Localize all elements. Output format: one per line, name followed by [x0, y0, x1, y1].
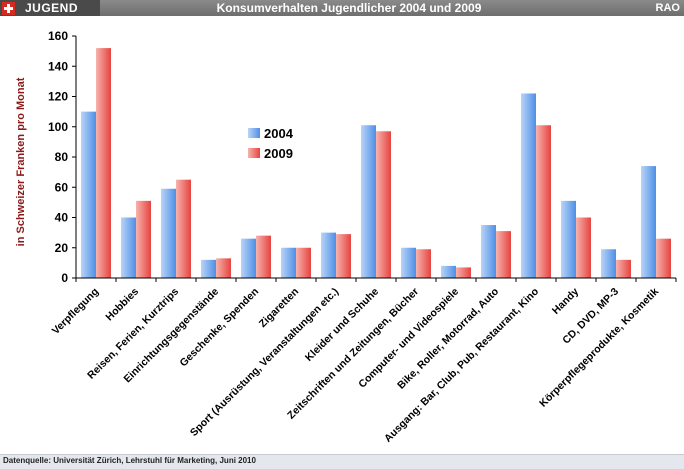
- bar-2009: [616, 259, 631, 278]
- x-tick-label: Handy: [550, 286, 581, 317]
- bar-2009: [496, 231, 511, 278]
- brand-label: JUGEND: [25, 1, 79, 15]
- bar-2009: [656, 238, 671, 278]
- legend-swatch-2009: [248, 148, 260, 158]
- title-block: Konsumverhalten Jugendlicher 2004 und 20…: [100, 0, 598, 16]
- legend-label-2009: 2009: [264, 146, 293, 161]
- corner-label: RAO: [655, 2, 680, 14]
- bar-2009: [376, 131, 391, 278]
- bar-2009: [256, 235, 271, 278]
- y-tick-label: 100: [48, 120, 68, 134]
- x-tick-label: Ausgang: Bar, Club, Pub, Restaurant, Kin…: [382, 286, 541, 445]
- bar-2004: [121, 217, 136, 278]
- swiss-flag-icon: [2, 1, 15, 15]
- y-tick-label: 60: [55, 180, 69, 194]
- bar-2004: [601, 249, 616, 278]
- bar-2009: [416, 249, 431, 278]
- y-axis-label: in Schweizer Franken pro Monat: [15, 77, 27, 246]
- x-tick-label: Hobbies: [103, 286, 141, 324]
- bar-2004: [361, 125, 376, 278]
- bar-2009: [96, 48, 111, 278]
- bar-2004: [241, 238, 256, 278]
- x-tick-label: Geschenke, Spenden: [178, 286, 262, 370]
- legend-swatch-2004: [248, 128, 260, 138]
- bar-2009: [136, 200, 151, 278]
- y-tick-label: 0: [61, 271, 68, 285]
- bar-2009: [456, 267, 471, 278]
- y-tick-label: 80: [55, 150, 69, 164]
- bar-2004: [481, 225, 496, 278]
- x-tick-label: Sport (Ausrüstung, Veranstaltungen etc.): [188, 286, 341, 439]
- bar-2004: [561, 200, 576, 278]
- brand-block: JUGEND: [0, 0, 100, 16]
- bar-2009: [536, 125, 551, 278]
- bar-2009: [216, 258, 231, 278]
- bar-2009: [296, 247, 311, 278]
- data-source: Datenquelle: Universität Zürich, Lehrstu…: [3, 456, 256, 465]
- bar-2009: [176, 179, 191, 278]
- bar-2004: [441, 265, 456, 278]
- bar-2004: [521, 93, 536, 278]
- y-tick-label: 160: [48, 29, 68, 43]
- bar-2009: [576, 217, 591, 278]
- y-tick-label: 120: [48, 90, 68, 104]
- bar-2004: [401, 247, 416, 278]
- header-bar: JUGEND Konsumverhalten Jugendlicher 2004…: [0, 0, 684, 16]
- bar-2004: [281, 247, 296, 278]
- bar-2004: [81, 111, 96, 278]
- legend-label-2004: 2004: [264, 126, 294, 141]
- y-tick-label: 20: [55, 241, 69, 255]
- bar-2004: [321, 232, 336, 278]
- y-tick-label: 140: [48, 59, 68, 73]
- y-tick-label: 40: [55, 211, 69, 225]
- bar-2004: [201, 259, 216, 278]
- bar-2004: [641, 166, 656, 278]
- corner-block: RAO: [598, 0, 684, 16]
- bar-2009: [336, 234, 351, 278]
- bar-2004: [161, 188, 176, 278]
- bar-chart: in Schweizer Franken pro Monat 0 20 40 60 80…: [15, 29, 677, 445]
- footer-bar: Datenquelle: Universität Zürich, Lehrstu…: [0, 454, 684, 469]
- x-tick-label: Verpflegung: [50, 286, 101, 337]
- page-title: Konsumverhalten Jugendlicher 2004 und 20…: [216, 1, 482, 15]
- x-tick-label: Kleider und Schuhe: [303, 286, 381, 364]
